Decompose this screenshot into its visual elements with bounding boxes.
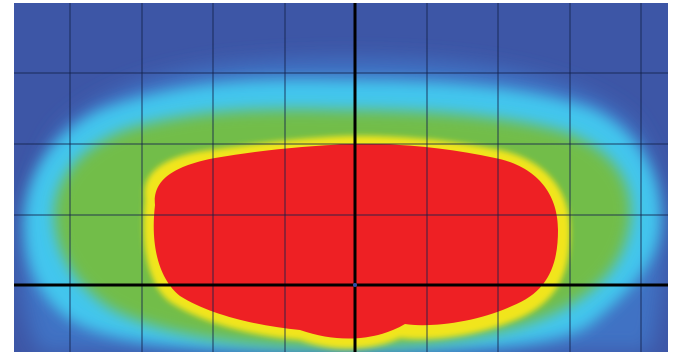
left-margin xyxy=(0,0,14,352)
grid-lines xyxy=(0,3,676,352)
top-margin xyxy=(0,0,676,3)
crosshair xyxy=(0,3,676,352)
crosshair-center-marker xyxy=(353,283,357,287)
right-margin xyxy=(668,0,676,352)
